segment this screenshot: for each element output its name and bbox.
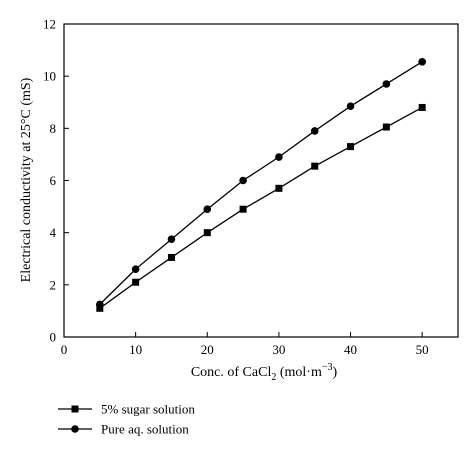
y-tick-label: 4 [50,225,57,240]
x-tick-label: 30 [272,342,285,357]
data-point [96,304,104,312]
data-point [347,143,355,151]
data-point [203,229,211,237]
y-tick-label: 0 [50,330,57,345]
legend-label: Pure aq. solution [101,422,189,437]
data-point [239,205,247,213]
legend-marker [71,405,79,413]
data-point [167,235,176,243]
data-point [239,176,247,185]
legend: 5% sugar solution Pure aq. solution [58,402,195,437]
x-tick-label: 10 [129,342,142,357]
x-tick-label: 40 [344,342,357,357]
data-point [275,153,283,161]
legend-item: Pure aq. solution [58,422,189,437]
x-tick-label: 20 [201,342,214,357]
y-axis-title: Electrical conductivity at 25°C (mS) [19,77,34,282]
data-point [311,162,319,170]
x-tick-label: 0 [61,342,68,357]
data-point [310,127,319,135]
data-point [131,265,140,273]
data-point [167,253,175,261]
data-point [96,300,104,309]
data-point [275,184,283,192]
ticks-layer: 0 10 20 30 40 50 0 2 4 6 8 10 12 [43,17,429,358]
legend-marker [71,425,79,433]
data-point [346,102,355,110]
y-tick-label: 12 [43,17,56,32]
y-tick-label: 10 [43,69,56,84]
series-line [99,61,423,305]
series-layer [96,58,426,312]
x-tick-label: 50 [416,342,429,357]
y-tick-label: 8 [50,121,57,136]
series-2 [96,58,426,309]
data-point [203,205,212,213]
legend-item: 5% sugar solution [58,402,195,417]
data-point [418,103,426,111]
series-1 [96,103,426,312]
data-point [382,80,391,88]
legend-label: 5% sugar solution [101,402,195,417]
x-axis-title: Conc. of CaCl2 (mol·m−3) [191,362,338,383]
y-tick-label: 2 [50,277,57,292]
y-tick-label: 6 [50,173,57,188]
series-line [99,106,423,309]
data-point [132,278,140,286]
data-point [382,123,390,131]
data-point [418,58,426,66]
plot-frame [63,23,459,338]
